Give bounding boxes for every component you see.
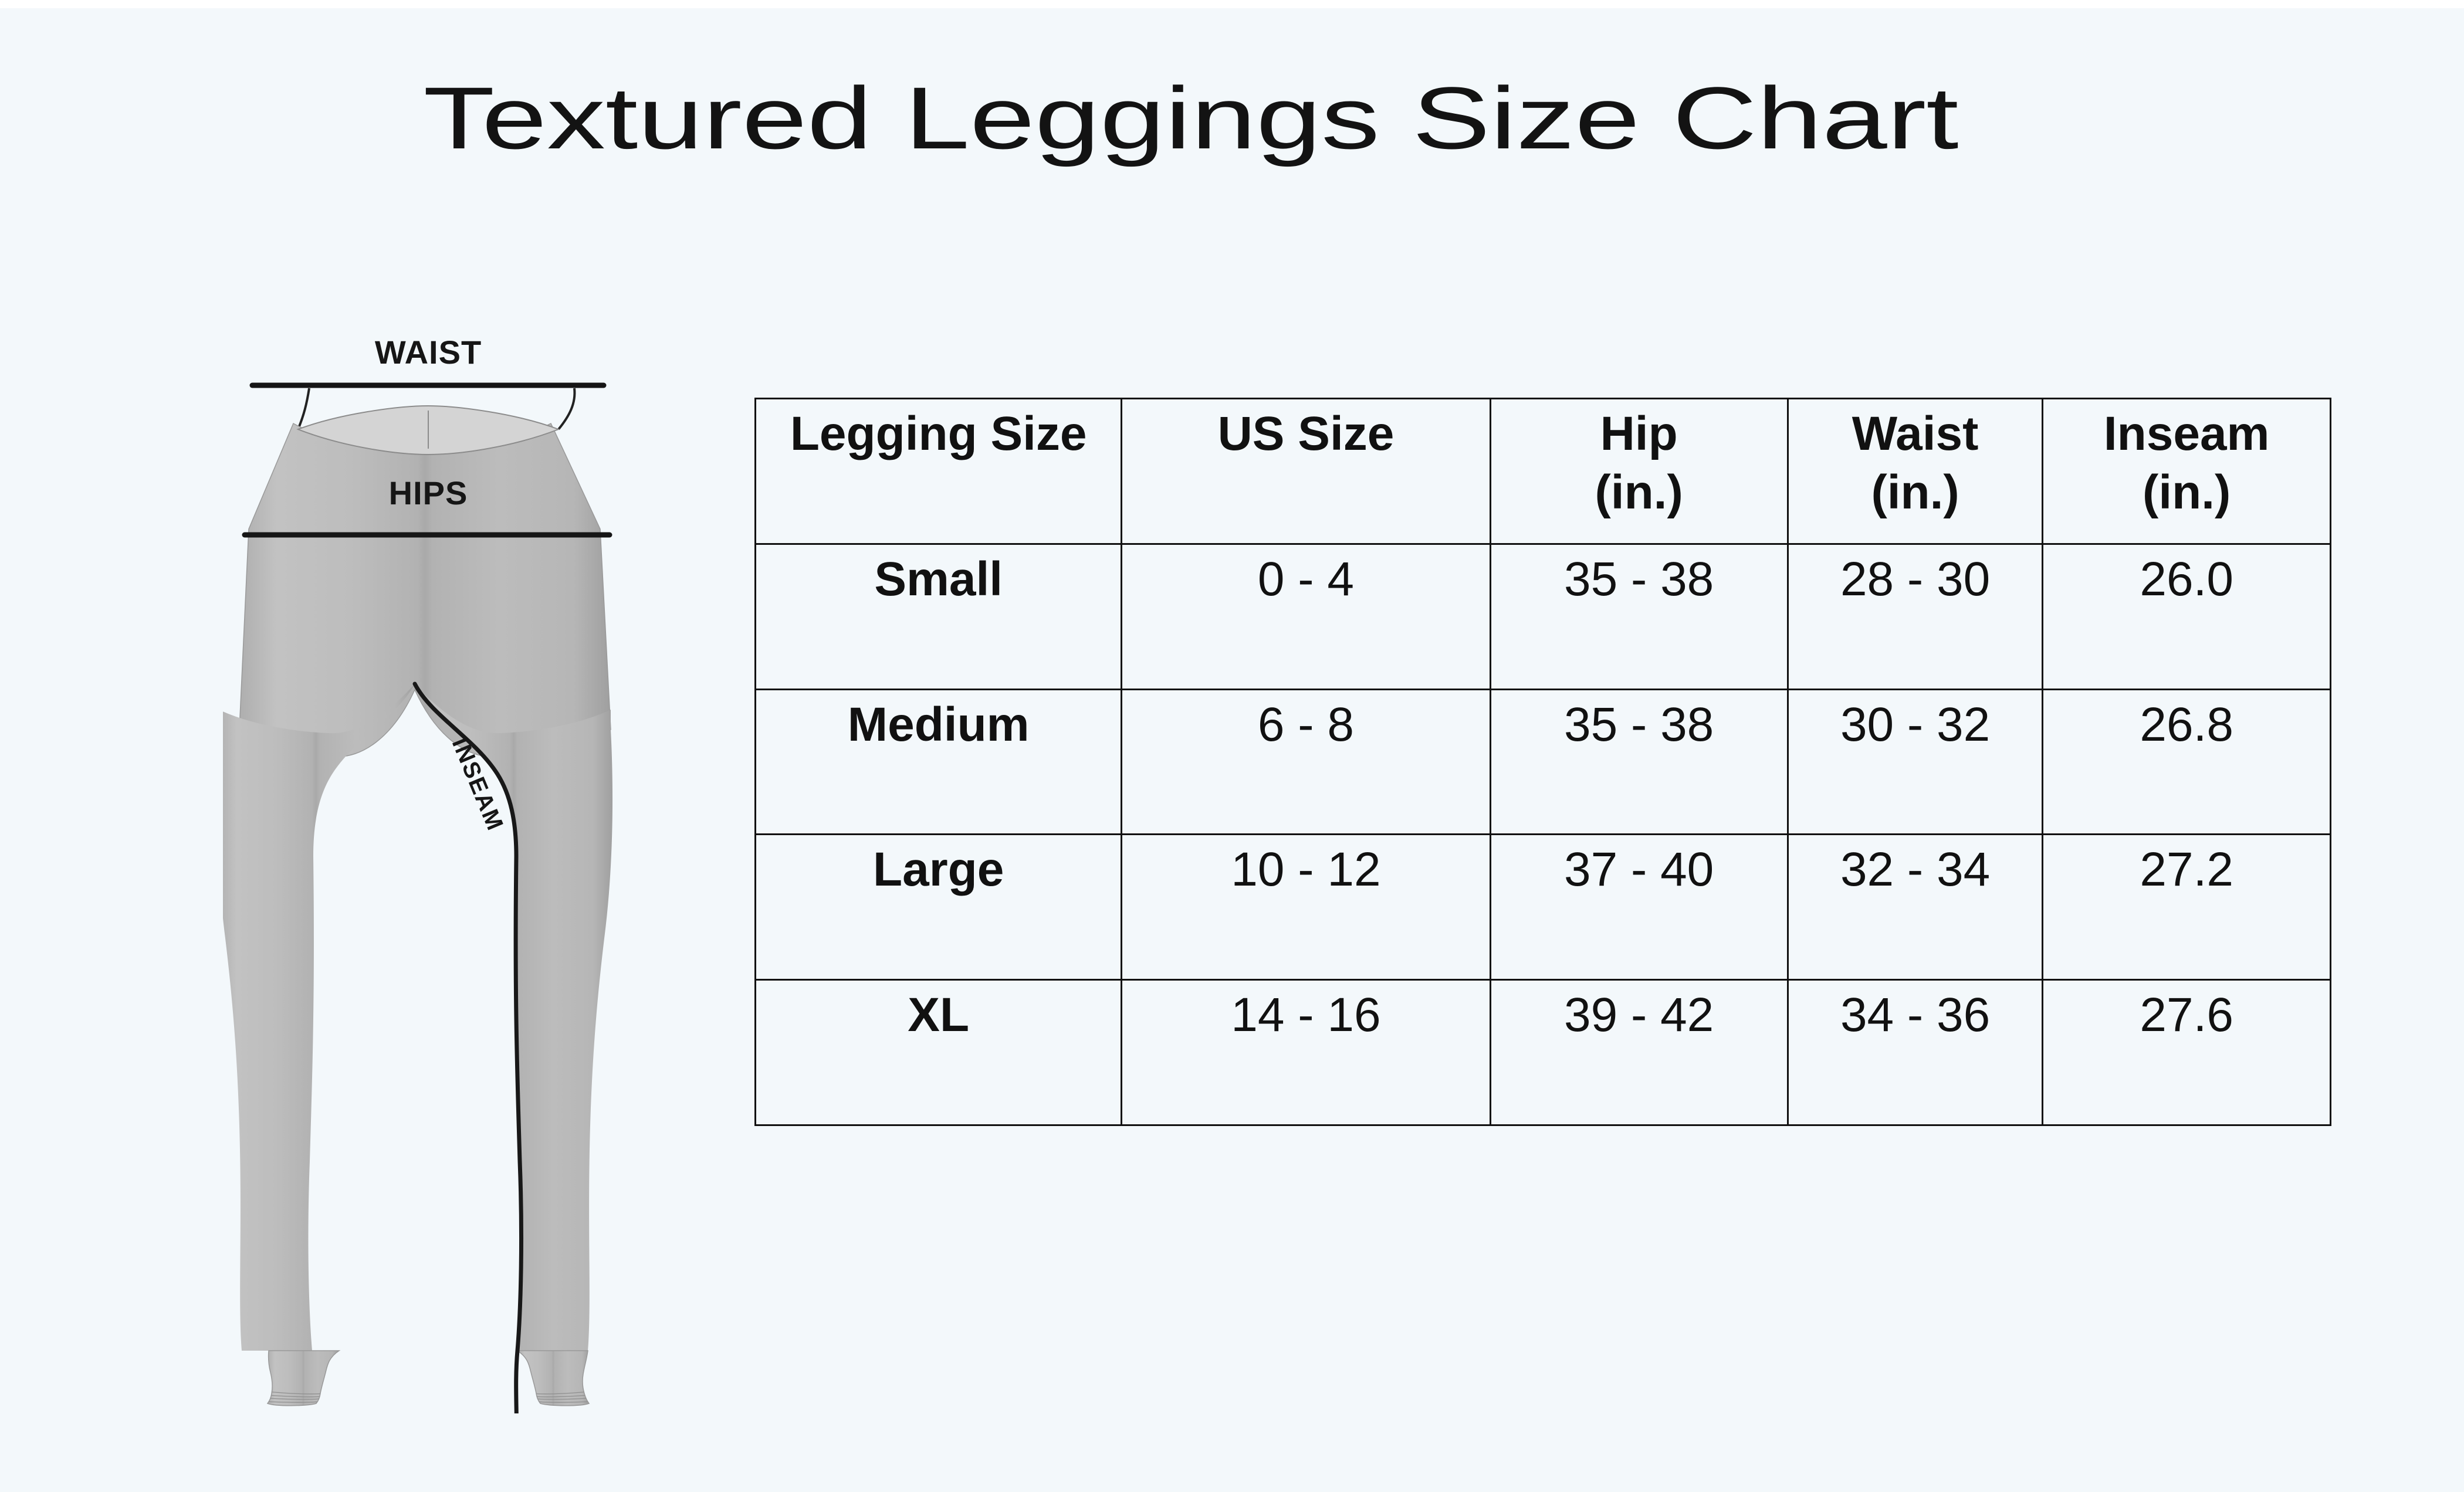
svg-text:HIPS: HIPS: [389, 474, 468, 511]
svg-text:WAIST: WAIST: [375, 334, 482, 371]
